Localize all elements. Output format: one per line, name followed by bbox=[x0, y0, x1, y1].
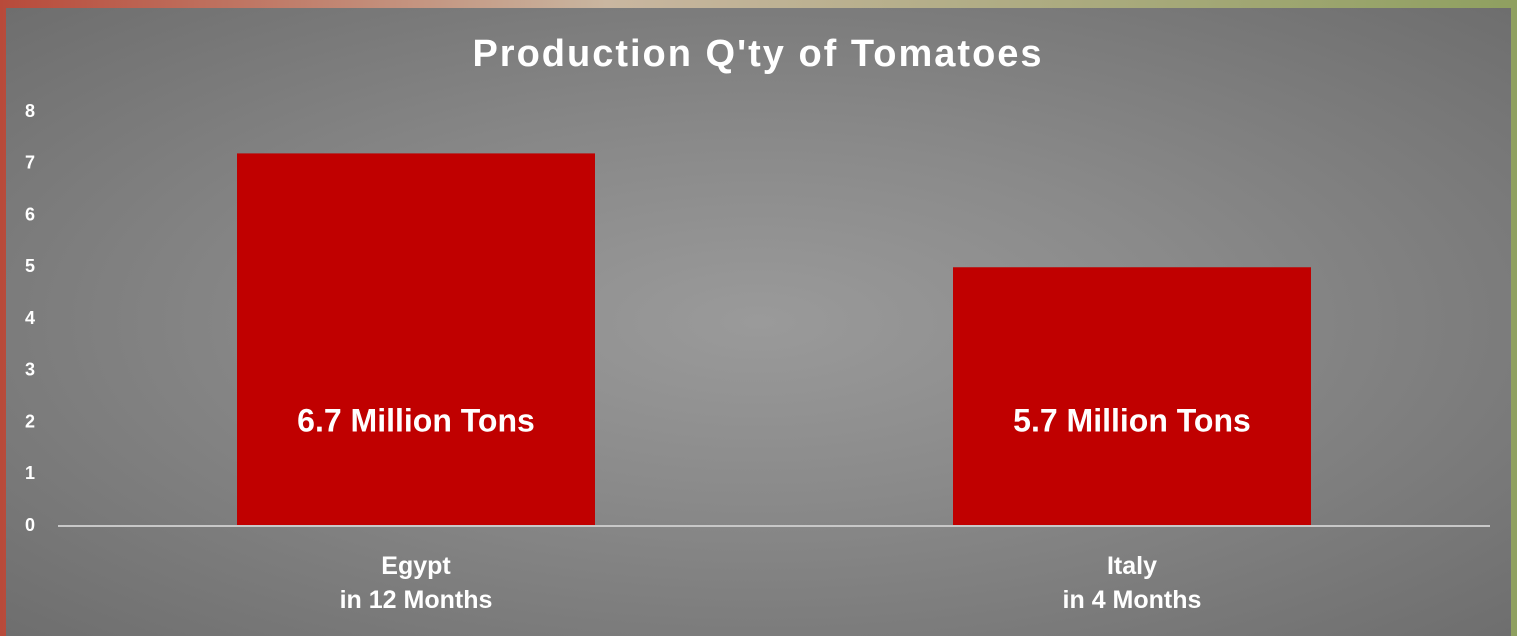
y-tick-label: 7 bbox=[25, 153, 35, 173]
bar bbox=[953, 267, 1311, 526]
y-tick-label: 5 bbox=[25, 256, 35, 276]
bar-annotation: 6.7 Million Tons bbox=[297, 402, 535, 438]
y-tick-label: 0 bbox=[25, 515, 35, 535]
chart-title: Production Q'ty of Tomatoes bbox=[472, 33, 1043, 75]
y-tick-label: 1 bbox=[25, 463, 35, 483]
x-tick-label: Italy in 4 Months bbox=[932, 549, 1332, 617]
bar bbox=[237, 153, 595, 526]
y-tick-label: 8 bbox=[25, 101, 35, 121]
y-tick-label: 2 bbox=[25, 411, 35, 431]
bar-annotation: 5.7 Million Tons bbox=[1013, 402, 1251, 438]
slide: Production Q'ty of Tomatoes 0 1 2 3 4 5 6 7 8 6.7… bbox=[0, 0, 1517, 636]
y-tick-label: 3 bbox=[25, 360, 35, 380]
chart: Production Q'ty of Tomatoes 0 1 2 3 4 5 6 7 8 6.7… bbox=[0, 0, 1517, 636]
y-tick-label: 4 bbox=[25, 308, 35, 328]
y-tick-label: 6 bbox=[25, 204, 35, 224]
x-tick-label: Egypt in 12 Months bbox=[216, 549, 616, 617]
